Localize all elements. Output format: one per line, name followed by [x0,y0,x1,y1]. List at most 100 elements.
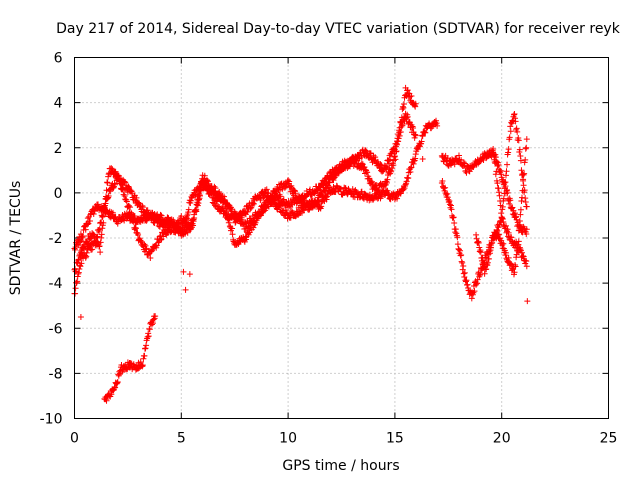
data-point [485,255,492,262]
data-point [83,253,90,260]
data-point [129,218,136,225]
data-point [123,198,130,205]
data-point [298,194,305,201]
data-point [269,193,276,200]
data-point [305,206,312,213]
data-point [523,263,530,270]
grid-lines [74,57,609,419]
data-point [277,193,284,200]
data-point [151,212,158,219]
data-point [452,226,459,233]
outlier-point [524,298,531,305]
data-point [330,177,337,184]
data-point [501,185,508,192]
data-point [175,230,182,237]
data-point [104,179,111,186]
data-point [83,249,90,256]
data-point [402,181,409,188]
data-point [407,168,414,175]
data-point [384,187,391,194]
data-point [434,122,441,129]
data-point [375,188,382,195]
data-point [104,179,111,186]
data-point [196,183,203,190]
data-point [98,234,105,241]
data-point [495,224,502,231]
data-point [84,240,91,247]
data-point [97,239,104,246]
series-B [71,110,419,297]
data-point [495,161,502,168]
data-point [158,212,165,219]
data-point [409,123,416,130]
data-point [103,187,110,194]
data-point [476,244,483,251]
y-tick-label: 6 [54,51,63,67]
data-point [460,159,467,166]
data-point [397,190,404,197]
data-point [366,175,373,182]
data-point [103,195,110,202]
data-point [229,231,236,238]
data-point [139,363,146,370]
data-point [143,246,150,253]
data-point [262,207,269,214]
data-point [444,190,451,197]
data-point [263,186,270,193]
data-point [451,161,458,168]
data-point [94,201,101,208]
outlier-point [77,313,84,320]
data-point [170,217,177,224]
data-point [183,215,190,222]
data-point [166,227,173,234]
data-point [498,215,505,222]
data-point [182,230,189,237]
data-point [523,203,530,210]
data-point [476,272,483,279]
data-point [224,205,231,212]
data-point [468,295,475,302]
data-point [141,352,148,359]
data-point [215,203,222,210]
data-point [389,165,396,172]
data-point [285,177,292,184]
data-point [74,273,81,280]
data-point [280,196,287,203]
data-point [192,191,199,198]
data-point [459,266,466,273]
data-point [265,189,272,196]
data-point [499,206,506,213]
data-point [139,202,146,209]
data-point [157,232,164,239]
data-point [513,125,520,132]
data-point [454,241,461,248]
data-point [502,179,509,186]
data-point [504,161,511,168]
data-point [419,132,426,139]
data-point [490,151,497,158]
data-point [122,179,129,186]
data-point [216,192,223,199]
data-point [458,251,465,258]
data-point [410,124,417,131]
data-point [505,229,512,236]
data-point [364,169,371,176]
data-point [145,330,152,337]
data-point [395,135,402,142]
data-point [130,218,137,225]
x-tick-label: 15 [386,431,404,447]
data-point [144,333,151,340]
data-point [520,177,527,184]
data-point [127,204,134,211]
data-point [199,177,206,184]
data-point [315,196,322,203]
data-point [453,155,460,162]
data-point [225,219,232,226]
data-point [450,214,457,221]
data-point [460,270,467,277]
data-point [127,360,134,367]
data-point [111,180,118,187]
data-point [502,249,509,256]
data-point [91,235,98,242]
x-axis-label: GPS time / hours [282,458,399,474]
